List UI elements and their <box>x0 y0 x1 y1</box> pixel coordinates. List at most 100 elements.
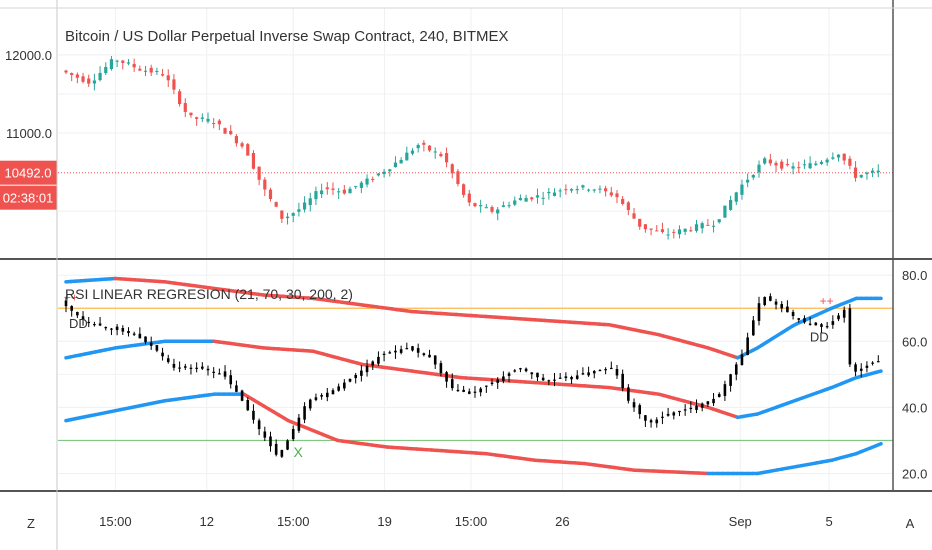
candle-body <box>711 225 716 227</box>
candle-body <box>479 205 483 207</box>
rsi-bar <box>615 369 619 376</box>
x-tick-label: 15:00 <box>277 514 310 529</box>
rsi-bar <box>127 331 130 334</box>
candle-body <box>524 198 528 202</box>
candle-body <box>780 161 784 169</box>
scale-toggle-button[interactable]: Z <box>27 516 35 531</box>
candle-body <box>155 70 159 72</box>
rsi-bar <box>865 365 869 368</box>
rsi-bar <box>76 311 79 316</box>
rsi-bar <box>445 372 448 382</box>
candle-body <box>746 179 750 183</box>
rsi-bar <box>490 382 494 385</box>
grid <box>58 8 893 490</box>
rsi-bar <box>235 385 238 392</box>
rsi-bar <box>365 366 369 373</box>
rsi-bar <box>468 391 471 394</box>
countdown-label: 02:38:01 <box>3 191 54 206</box>
candle-body <box>75 74 79 78</box>
candle-body <box>308 198 312 206</box>
candle-body <box>462 184 466 195</box>
candle-body <box>683 228 687 232</box>
candle-body <box>393 162 398 167</box>
rsi-bar <box>456 389 460 392</box>
candle-body <box>819 161 824 164</box>
rsi-bar <box>717 394 721 397</box>
rsi-chart-title: RSI LINEAR REGRESION (21, 70, 30, 200, 2… <box>65 286 353 302</box>
middle-band-segment <box>874 369 883 375</box>
rsi-bar <box>644 415 647 421</box>
rsi-bar <box>621 373 624 389</box>
candle-body <box>677 229 682 235</box>
candle-body <box>672 231 676 233</box>
x-tick-label: 19 <box>377 514 391 529</box>
candle-body <box>348 188 352 194</box>
candle-body <box>700 223 704 229</box>
rsi-bar <box>189 367 193 369</box>
candle-body <box>416 144 420 149</box>
rsi-bar <box>627 387 630 401</box>
rsi-bar <box>723 384 727 396</box>
candle-body <box>564 189 568 191</box>
candle-body <box>263 179 267 190</box>
candle-body <box>831 157 835 159</box>
rsi-bar <box>433 355 437 365</box>
candle-body <box>439 153 443 157</box>
rsi-bar <box>411 346 414 351</box>
rsi-bar <box>337 386 340 391</box>
rsi-bar <box>195 367 198 369</box>
rsi-bar <box>155 345 159 351</box>
rsi-bar <box>763 297 766 305</box>
candle-body <box>160 74 165 76</box>
candle-body <box>825 159 829 163</box>
rsi-bar <box>547 380 551 382</box>
rsi-bar <box>689 407 693 410</box>
candle-body <box>541 197 545 199</box>
rsi-bar <box>269 436 272 447</box>
rsi-bar <box>360 370 363 376</box>
rsi-bar <box>496 379 500 383</box>
candle-body <box>251 152 256 169</box>
rsi-bar <box>308 399 312 409</box>
candle-body <box>728 199 733 210</box>
rsi-bar <box>212 371 215 373</box>
candle-body <box>842 153 846 161</box>
rsi-bar <box>252 410 255 420</box>
candle-body <box>513 200 517 205</box>
rsi-bar <box>246 399 250 411</box>
candle-body <box>297 209 301 212</box>
candle-body <box>109 59 114 70</box>
candle-body <box>740 184 744 195</box>
rsi-bar <box>121 327 125 332</box>
rsi-bar <box>166 358 170 363</box>
candle-body <box>388 169 392 172</box>
candle-body <box>92 80 97 84</box>
rsi-bar <box>172 363 176 368</box>
rsi-bar <box>553 379 556 381</box>
rsi-bar <box>825 326 829 328</box>
candle-body <box>791 166 795 169</box>
candle-body <box>337 191 341 193</box>
candle-body <box>314 191 318 200</box>
candle-body <box>229 130 233 135</box>
candle-body <box>206 118 210 122</box>
rsi-bar <box>183 366 187 368</box>
rsi-bar <box>587 372 590 376</box>
candle-body <box>598 188 602 190</box>
x-tick-label: 12 <box>200 514 214 529</box>
signal-marker: DD <box>810 329 829 344</box>
candle-body <box>427 145 432 151</box>
candle-body <box>138 68 142 71</box>
rsi-bar <box>752 320 755 336</box>
rsi-bar <box>876 361 880 363</box>
rsi-bar <box>524 368 528 372</box>
candle-body <box>320 190 324 195</box>
candle-body <box>496 209 500 214</box>
candle-body <box>280 210 284 219</box>
candle-body <box>575 189 579 191</box>
auto-scale-button[interactable]: A <box>906 516 915 531</box>
countdown-badge <box>0 185 57 210</box>
